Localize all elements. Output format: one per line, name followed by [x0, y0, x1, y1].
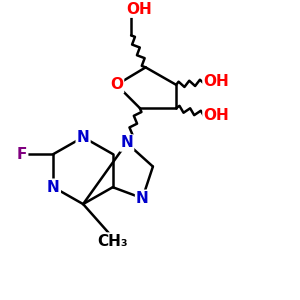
Text: N: N [47, 180, 60, 195]
Text: F: F [17, 146, 27, 161]
Text: OH: OH [203, 108, 229, 123]
Text: CH₃: CH₃ [98, 233, 128, 248]
Text: OH: OH [126, 2, 152, 17]
Text: N: N [77, 130, 89, 145]
Text: N: N [120, 136, 133, 151]
Text: N: N [136, 191, 149, 206]
Text: OH: OH [203, 74, 229, 89]
Text: O: O [110, 77, 123, 92]
